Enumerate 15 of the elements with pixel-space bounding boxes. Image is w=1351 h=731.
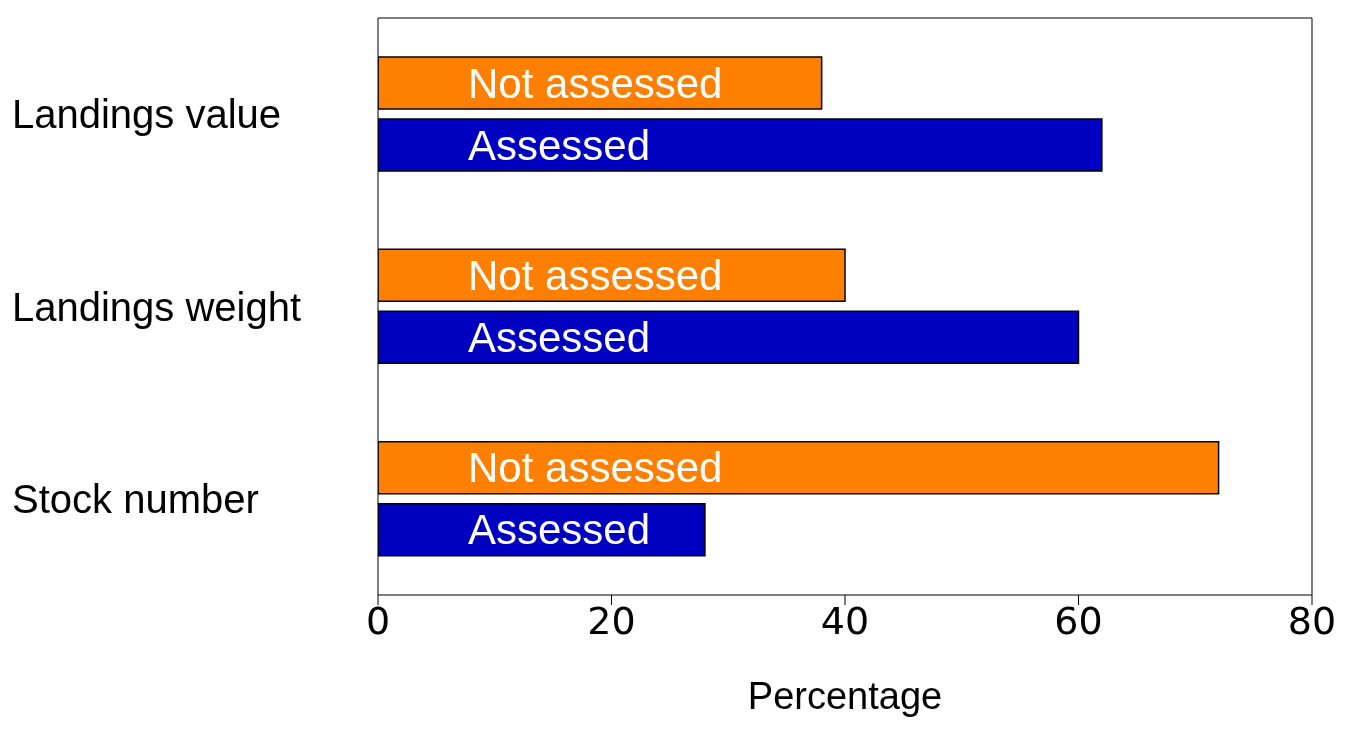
series-label: Assessed — [468, 506, 651, 554]
x-tick-label: 60 — [1054, 598, 1103, 643]
x-tick-label: 0 — [365, 598, 391, 643]
text: Assessed — [468, 121, 651, 169]
y-tick-label: Landings weight — [12, 284, 302, 329]
x-tick-label: 80 — [1287, 598, 1337, 643]
series-label: Not assessed — [468, 59, 723, 107]
text: Assessed — [468, 314, 651, 362]
y-tick-label: Stock number — [12, 476, 259, 521]
x-tick-label: 40 — [820, 598, 870, 643]
text: Not assessed — [468, 252, 723, 300]
x-axis-title: Percentage — [747, 675, 943, 717]
text: Not assessed — [468, 444, 723, 492]
y-tick-label: Landings value — [12, 92, 282, 137]
x-tick-label: 20 — [587, 598, 636, 643]
